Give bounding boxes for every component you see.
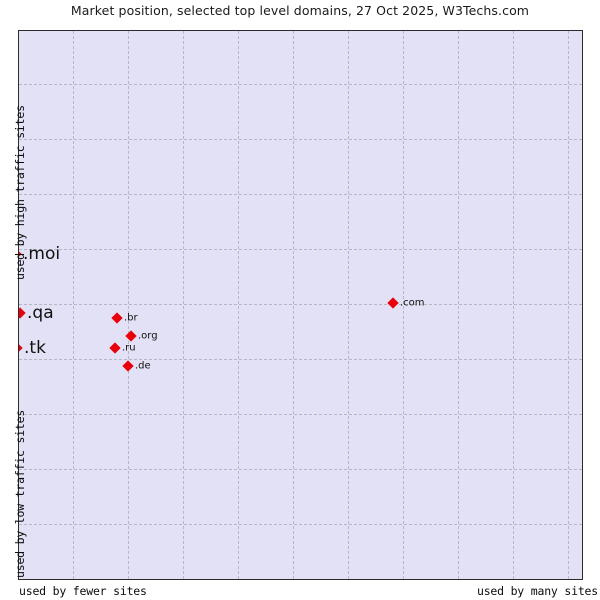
gridline-vertical: [128, 31, 129, 579]
data-point-label: .br: [124, 312, 138, 324]
chart-title: Market position, selected top level doma…: [70, 3, 530, 18]
plot-area: .moi .qa .tk .br .org .ru .de .com: [18, 30, 583, 580]
diamond-marker-icon: [19, 342, 23, 354]
gridline-vertical: [568, 31, 569, 579]
gridline-vertical: [183, 31, 184, 579]
data-point-label: .de: [135, 360, 151, 372]
gridline-horizontal: [19, 194, 582, 195]
gridline-horizontal: [19, 249, 582, 250]
data-point-label: .tk: [24, 338, 46, 358]
gridline-horizontal: [19, 524, 582, 525]
gridline-vertical: [458, 31, 459, 579]
data-point-label: .moi: [23, 244, 61, 264]
y-axis-label-bottom: used by low traffic sites: [13, 409, 27, 578]
gridline-vertical: [293, 31, 294, 579]
gridline-horizontal: [19, 139, 582, 140]
gridline-horizontal: [19, 304, 582, 305]
data-point-label: .com: [400, 297, 425, 309]
diamond-marker-icon: [387, 297, 399, 309]
data-point-label: .qa: [27, 303, 54, 323]
data-point-label: .org: [138, 330, 158, 342]
gridline-horizontal: [19, 414, 582, 415]
gridline-vertical: [238, 31, 239, 579]
gridline-horizontal: [19, 359, 582, 360]
y-axis-label-top: used by high traffic sites: [13, 105, 27, 280]
x-axis-label-left: used by fewer sites: [19, 584, 147, 598]
data-point-label: .ru: [122, 342, 136, 354]
gridline-vertical: [348, 31, 349, 579]
gridline-vertical: [73, 31, 74, 579]
gridline-horizontal: [19, 84, 582, 85]
diamond-marker-icon: [111, 312, 123, 324]
gridline-horizontal: [19, 469, 582, 470]
x-axis-label-right: used by many sites: [476, 584, 598, 598]
gridline-horizontal: [19, 579, 582, 580]
diamond-marker-icon: [19, 307, 26, 319]
diamond-marker-icon: [109, 342, 121, 354]
diamond-marker-icon: [122, 360, 134, 372]
gridline-vertical: [513, 31, 514, 579]
diamond-marker-icon: [125, 330, 137, 342]
